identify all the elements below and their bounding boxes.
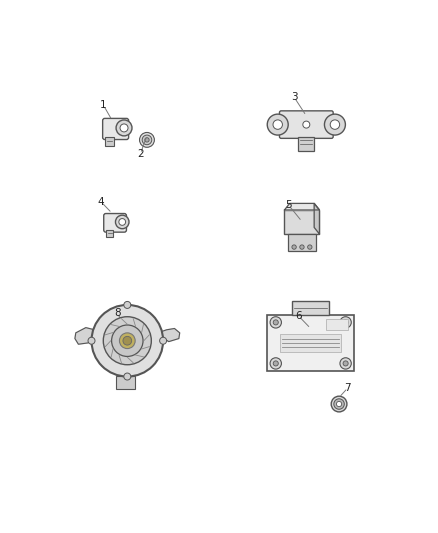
Circle shape	[124, 302, 131, 309]
Circle shape	[112, 325, 143, 357]
Polygon shape	[75, 328, 97, 344]
FancyBboxPatch shape	[326, 319, 348, 330]
Text: 7: 7	[345, 383, 351, 393]
Circle shape	[88, 337, 95, 344]
FancyBboxPatch shape	[106, 230, 113, 237]
Circle shape	[300, 245, 304, 249]
Polygon shape	[158, 328, 180, 342]
Text: 5: 5	[286, 200, 292, 211]
Circle shape	[270, 358, 282, 369]
Circle shape	[330, 120, 339, 130]
Polygon shape	[314, 204, 319, 234]
FancyBboxPatch shape	[280, 334, 341, 352]
FancyBboxPatch shape	[116, 376, 135, 389]
Text: 3: 3	[291, 92, 297, 102]
Circle shape	[120, 333, 135, 349]
Circle shape	[116, 215, 129, 229]
Circle shape	[116, 120, 132, 136]
Circle shape	[273, 361, 278, 366]
Circle shape	[270, 317, 282, 328]
Circle shape	[336, 401, 342, 407]
FancyBboxPatch shape	[285, 210, 319, 234]
Circle shape	[340, 317, 351, 328]
Circle shape	[120, 124, 128, 132]
Circle shape	[267, 114, 288, 135]
Circle shape	[334, 399, 344, 409]
Circle shape	[159, 337, 166, 344]
Circle shape	[92, 305, 163, 376]
Circle shape	[292, 245, 296, 249]
FancyBboxPatch shape	[292, 302, 329, 314]
Text: 8: 8	[114, 308, 120, 318]
Circle shape	[331, 396, 347, 412]
FancyBboxPatch shape	[267, 314, 354, 372]
Text: 6: 6	[295, 311, 302, 321]
Text: 1: 1	[100, 100, 106, 110]
FancyBboxPatch shape	[279, 111, 333, 139]
Text: 2: 2	[137, 149, 144, 159]
Circle shape	[325, 114, 346, 135]
Circle shape	[124, 373, 131, 380]
FancyBboxPatch shape	[102, 118, 129, 140]
Circle shape	[119, 219, 126, 225]
Circle shape	[343, 361, 348, 366]
Circle shape	[103, 317, 151, 365]
Circle shape	[303, 121, 310, 128]
FancyBboxPatch shape	[104, 214, 127, 232]
Circle shape	[343, 320, 348, 325]
Circle shape	[273, 120, 283, 130]
Circle shape	[145, 138, 149, 142]
Polygon shape	[285, 204, 319, 210]
Circle shape	[140, 133, 154, 147]
Circle shape	[142, 135, 152, 144]
FancyBboxPatch shape	[288, 234, 316, 252]
Circle shape	[340, 358, 351, 369]
Circle shape	[123, 336, 132, 345]
Circle shape	[273, 320, 278, 325]
FancyBboxPatch shape	[105, 138, 114, 146]
Text: 4: 4	[98, 197, 104, 207]
FancyBboxPatch shape	[298, 136, 314, 151]
Circle shape	[307, 245, 312, 249]
